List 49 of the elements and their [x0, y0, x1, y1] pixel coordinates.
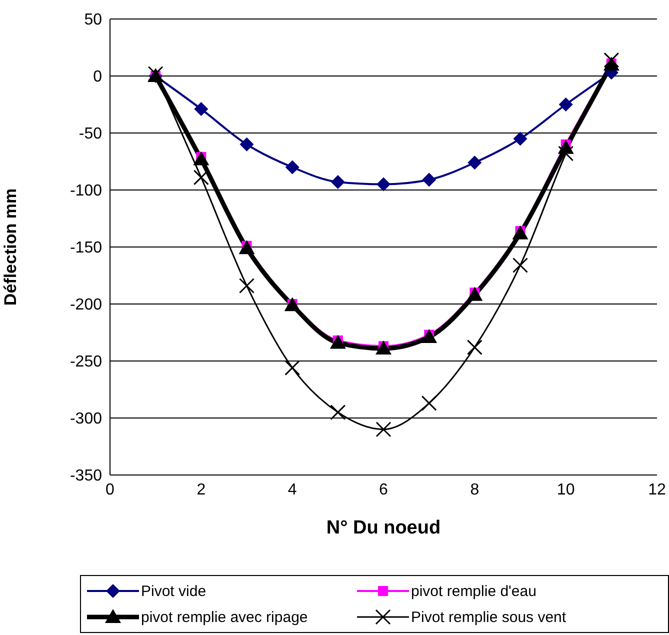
- point: [238, 240, 255, 254]
- x-tick-label: 8: [470, 481, 480, 498]
- y-tick-label: -150: [70, 240, 102, 257]
- point: [466, 340, 482, 356]
- x-tick-label: 12: [648, 481, 666, 498]
- y-tick-label: -100: [70, 182, 102, 200]
- y-tick-label: 0: [93, 68, 102, 86]
- point: [513, 132, 528, 146]
- point: [558, 146, 574, 162]
- point: [468, 156, 482, 170]
- y-tick-label: -200: [70, 296, 102, 314]
- point: [284, 360, 300, 376]
- point: [330, 175, 345, 190]
- y-tick-label: -350: [70, 468, 102, 485]
- y-tick-label: -50: [78, 126, 102, 143]
- x-axis-title: N° Du noeud: [326, 517, 441, 538]
- point: [558, 98, 573, 112]
- x-tick-label: 4: [288, 481, 297, 498]
- point: [330, 404, 346, 420]
- point: [194, 102, 208, 116]
- legend-label: Pivot vide: [141, 582, 206, 600]
- x-tick-label: 10: [556, 481, 575, 498]
- point: [422, 172, 436, 187]
- point: [285, 160, 300, 174]
- point: [240, 137, 254, 152]
- legend-label: pivot remplie avec ripage: [141, 608, 308, 626]
- legend-label: pivot remplie d'eau: [411, 582, 536, 600]
- y-tick-label: -250: [70, 354, 102, 371]
- x-tick-label: 6: [379, 481, 388, 498]
- x-tick-label: 0: [106, 481, 115, 498]
- y-tick-label: -300: [70, 410, 102, 428]
- point: [512, 225, 528, 240]
- point: [376, 340, 392, 354]
- y-tick-label: 50: [84, 12, 102, 29]
- point: [330, 334, 346, 349]
- point: [193, 170, 209, 186]
- point: [466, 286, 483, 301]
- point: [376, 422, 392, 438]
- x-tick-label: 2: [196, 481, 206, 498]
- point: [284, 297, 300, 312]
- point: [604, 52, 620, 68]
- legend-label: Pivot remplie sous vent: [411, 608, 566, 626]
- point: [421, 395, 437, 411]
- point: [421, 329, 438, 344]
- point: [376, 177, 390, 192]
- point: [239, 278, 254, 294]
- y-axis-title: Déflection mm: [1, 188, 20, 306]
- point: [512, 257, 528, 273]
- point: [193, 151, 210, 166]
